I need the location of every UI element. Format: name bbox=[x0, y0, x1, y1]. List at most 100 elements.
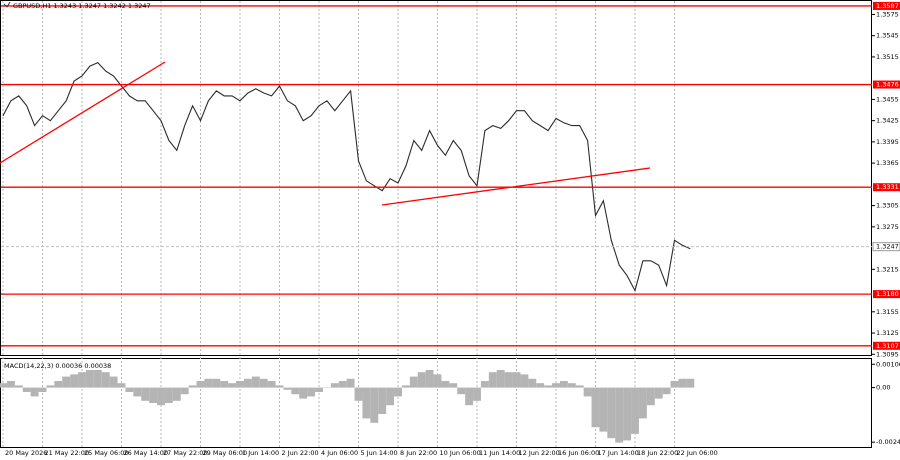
macd-bar bbox=[394, 387, 402, 397]
level-label: 1.3331 bbox=[876, 183, 899, 191]
chart-title: GBPUSD,H1 1.3243 1.3247 1.3242 1.3247 bbox=[13, 2, 151, 10]
macd-bar bbox=[212, 378, 221, 388]
macd-bar bbox=[204, 378, 213, 388]
macd-bar bbox=[291, 387, 300, 395]
level-label: 1.3587 bbox=[876, 2, 899, 10]
macd-bar bbox=[299, 387, 308, 399]
macd-bar bbox=[133, 387, 142, 397]
macd-bar bbox=[457, 387, 466, 395]
x-tick-label: 12 Jun 22:00 bbox=[519, 449, 560, 457]
macd-bar bbox=[188, 385, 197, 388]
macd-bar bbox=[599, 387, 608, 432]
macd-bar bbox=[449, 383, 458, 388]
macd-bar bbox=[520, 374, 529, 388]
macd-bar bbox=[70, 374, 79, 388]
level-box bbox=[873, 290, 900, 299]
price-line bbox=[2, 61, 691, 293]
x-tick-label: 27 May 22:00 bbox=[163, 449, 208, 457]
macd-bar bbox=[220, 381, 229, 388]
macd-bar bbox=[425, 370, 434, 388]
macd-bar bbox=[125, 387, 134, 392]
current-price-label: 1.3247 bbox=[876, 243, 899, 251]
macd-bar bbox=[504, 372, 513, 388]
macd-bar bbox=[54, 381, 63, 388]
x-tick-label: 29 May 06:00 bbox=[203, 449, 248, 457]
macd-bar bbox=[623, 387, 632, 441]
macd-bar bbox=[236, 381, 244, 388]
macd-bar bbox=[0, 383, 7, 388]
macd-bar bbox=[354, 387, 363, 401]
x-tick-label: 20 May 2026 bbox=[5, 449, 47, 457]
macd-bar bbox=[30, 387, 39, 397]
y-tick-label: 1.3365 bbox=[876, 159, 899, 167]
macd-bar bbox=[78, 372, 86, 388]
x-tick-label: 25 May 06:00 bbox=[84, 449, 129, 457]
y-tick-label: 1.3155 bbox=[876, 308, 899, 316]
macd-bar bbox=[172, 387, 181, 401]
macd-bar bbox=[646, 387, 655, 406]
macd-title: MACD(14,22,3) 0.00036 0.00038 bbox=[4, 362, 111, 370]
macd-bar bbox=[109, 376, 118, 388]
y-tick-label: 1.3095 bbox=[876, 350, 899, 358]
macd-bar bbox=[552, 383, 560, 388]
macd-bar bbox=[62, 376, 71, 388]
macd-bar bbox=[180, 387, 189, 395]
y-tick-label: 1.3545 bbox=[876, 32, 899, 40]
macd-bar bbox=[93, 370, 102, 388]
macd-bar bbox=[638, 387, 647, 419]
y-tick-label: 1.3395 bbox=[876, 138, 899, 146]
level-box bbox=[873, 341, 900, 350]
macd-bar bbox=[670, 381, 679, 388]
macd-bar bbox=[567, 383, 576, 388]
macd-bar bbox=[38, 387, 47, 392]
macd-bar bbox=[583, 387, 592, 397]
macd-bar bbox=[662, 387, 671, 395]
level-label: 1.3180 bbox=[876, 290, 899, 298]
current-price-box bbox=[872, 242, 900, 252]
macd-bar bbox=[275, 385, 284, 388]
y-tick-label: 1.3275 bbox=[876, 223, 899, 231]
macd-bar bbox=[591, 387, 600, 428]
macd-bar bbox=[480, 381, 489, 388]
x-tick-label: 4 Jun 06:00 bbox=[321, 449, 358, 457]
macd-bar bbox=[615, 387, 624, 443]
x-tick-label: 26 May 14:00 bbox=[124, 449, 169, 457]
x-tick-label: 18 Jun 22:00 bbox=[637, 449, 678, 457]
macd-bar bbox=[196, 381, 205, 388]
macd-bar bbox=[370, 387, 379, 423]
macd-bar bbox=[678, 378, 687, 388]
macd-bar bbox=[228, 383, 237, 388]
x-tick-label: 1 Jun 14:00 bbox=[242, 449, 279, 457]
x-tick-label: 11 Jun 14:00 bbox=[479, 449, 520, 457]
y-tick-label: 1.3305 bbox=[876, 202, 899, 210]
macd-bar bbox=[101, 372, 110, 388]
macd-bar bbox=[362, 387, 371, 419]
level-label: 1.3476 bbox=[876, 81, 899, 89]
plot bbox=[0, 5, 872, 443]
macd-bar bbox=[315, 387, 323, 392]
macd-bar bbox=[512, 372, 521, 388]
price-panel bbox=[0, 0, 872, 356]
macd-bar bbox=[473, 387, 481, 401]
macd-bar bbox=[85, 370, 94, 388]
macd-bar bbox=[378, 387, 387, 414]
macd-bar bbox=[338, 381, 347, 388]
macd-bar bbox=[330, 383, 339, 388]
macd-bar bbox=[157, 387, 165, 406]
macd-bar bbox=[401, 385, 410, 388]
x-tick-label: 5 Jun 14:00 bbox=[361, 449, 398, 457]
x-tick-label: 22 Jun 06:00 bbox=[677, 449, 718, 457]
y-tick-label: 1.3425 bbox=[876, 117, 899, 125]
macd-bar bbox=[14, 385, 23, 388]
x-tick-label: 16 Jun 06:00 bbox=[558, 449, 599, 457]
macd-bar bbox=[441, 381, 450, 388]
macd-bar bbox=[243, 378, 252, 388]
macd-bar bbox=[251, 376, 260, 388]
level-box bbox=[873, 80, 900, 89]
trend-line bbox=[381, 167, 651, 206]
macd-bar bbox=[433, 374, 442, 388]
x-tick-label: 2 Jun 22:00 bbox=[282, 449, 319, 457]
macd-bar bbox=[686, 378, 695, 388]
